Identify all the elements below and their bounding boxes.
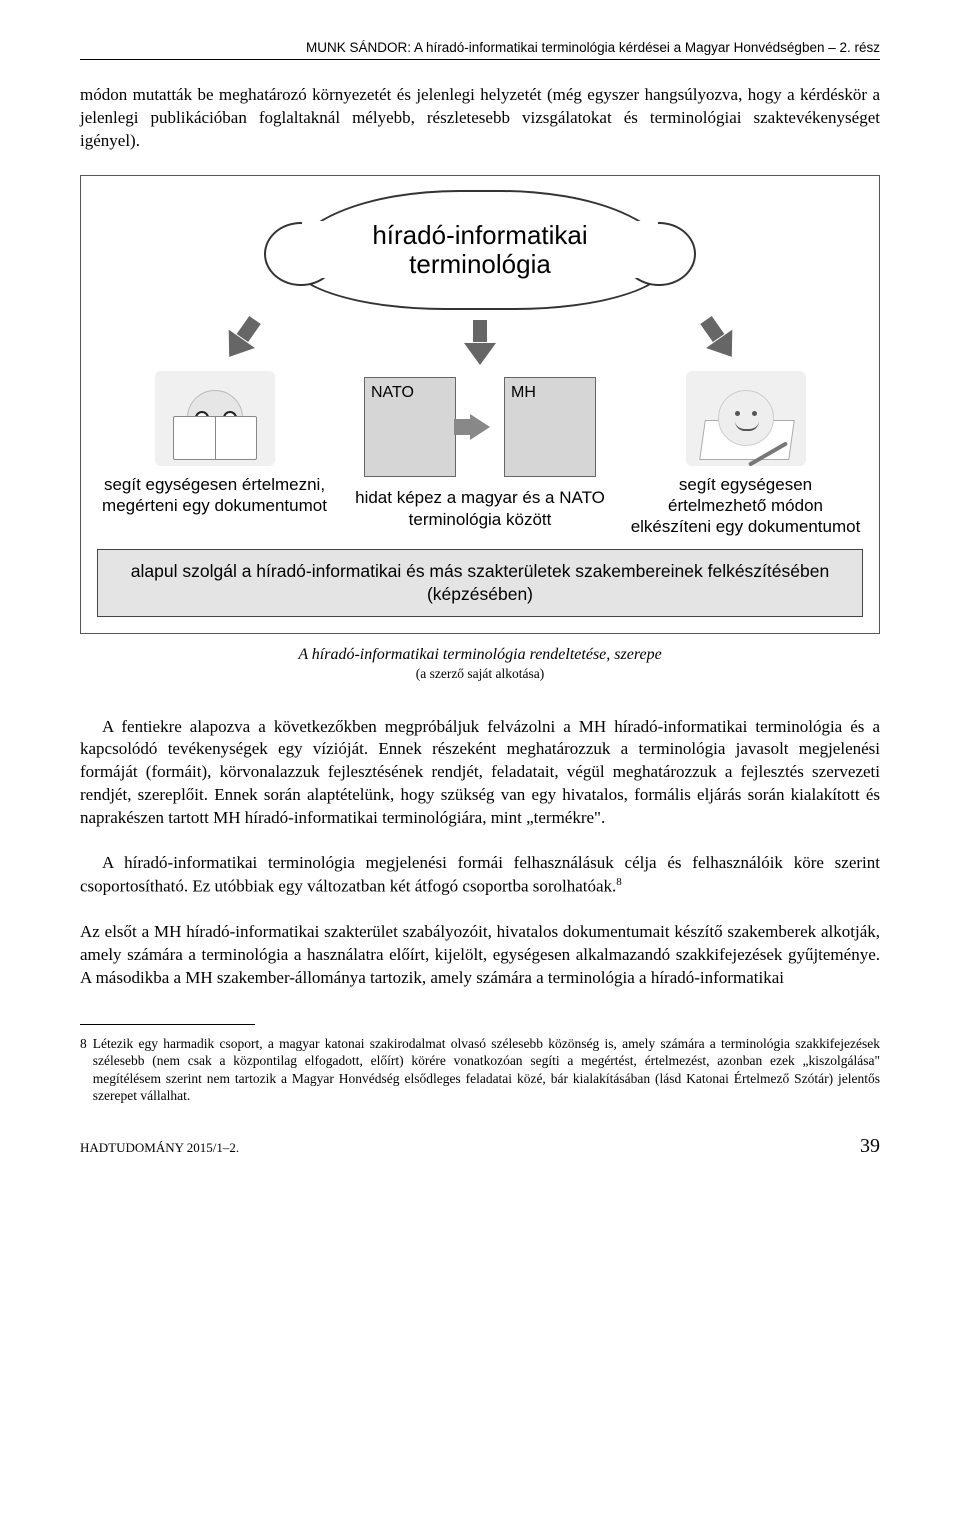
- writer-illustration: [686, 371, 806, 466]
- mid-caption: hidat képez a magyar és a NATO terminoló…: [340, 487, 620, 531]
- diagram-bottom-bar: alapul szolgál a híradó-informatikai és …: [97, 549, 863, 617]
- arrow-right-icon: [470, 414, 490, 440]
- paragraph-2b: A híradó-informatikai terminológia megje…: [80, 852, 880, 899]
- running-header: MUNK SÁNDOR: A híradó-informatikai termi…: [80, 40, 880, 55]
- right-caption: segít egységesen értelmezhető módon elké…: [628, 474, 863, 538]
- footnote-text: Létezik egy harmadik csoport, a magyar k…: [93, 1035, 880, 1105]
- arrow-down-center: [464, 320, 496, 371]
- footnote-8: 8 Létezik egy harmadik csoport, a magyar…: [80, 1035, 880, 1105]
- arrow-down-right: [692, 311, 747, 371]
- left-caption: segít egységesen értelmezni, megérteni e…: [97, 474, 332, 517]
- page-number: 39: [860, 1135, 880, 1158]
- header-rule: [80, 59, 880, 60]
- nato-box: NATO: [364, 377, 456, 477]
- paragraph-2c: Az elsőt a MH híradó-informatikai szakte…: [80, 921, 880, 990]
- cloud-label: híradó-informatikai terminológia: [302, 221, 658, 278]
- reader-illustration: [155, 371, 275, 466]
- diagram-frame: híradó-informatikai terminológia segít e…: [80, 175, 880, 634]
- cloud-shape: híradó-informatikai terminológia: [290, 190, 670, 310]
- footnote-rule: [80, 1024, 255, 1025]
- figure-caption: A híradó-informatikai terminológia rende…: [80, 646, 880, 664]
- arrow-down-left: [212, 311, 267, 371]
- paragraph-1: módon mutatták be meghatározó környezeté…: [80, 84, 880, 153]
- footer-journal: HADTUDOMÁNY 2015/1–2.: [80, 1140, 239, 1156]
- paragraph-2a: A fentiekre alapozva a következőkben meg…: [80, 716, 880, 831]
- mh-box: MH: [504, 377, 596, 477]
- figure-caption-sub: (a szerző saját alkotása): [80, 666, 880, 682]
- footnote-number: 8: [80, 1035, 87, 1105]
- paragraph-2b-text: A híradó-informatikai terminológia megje…: [80, 853, 880, 896]
- footnote-ref-8: 8: [616, 876, 622, 888]
